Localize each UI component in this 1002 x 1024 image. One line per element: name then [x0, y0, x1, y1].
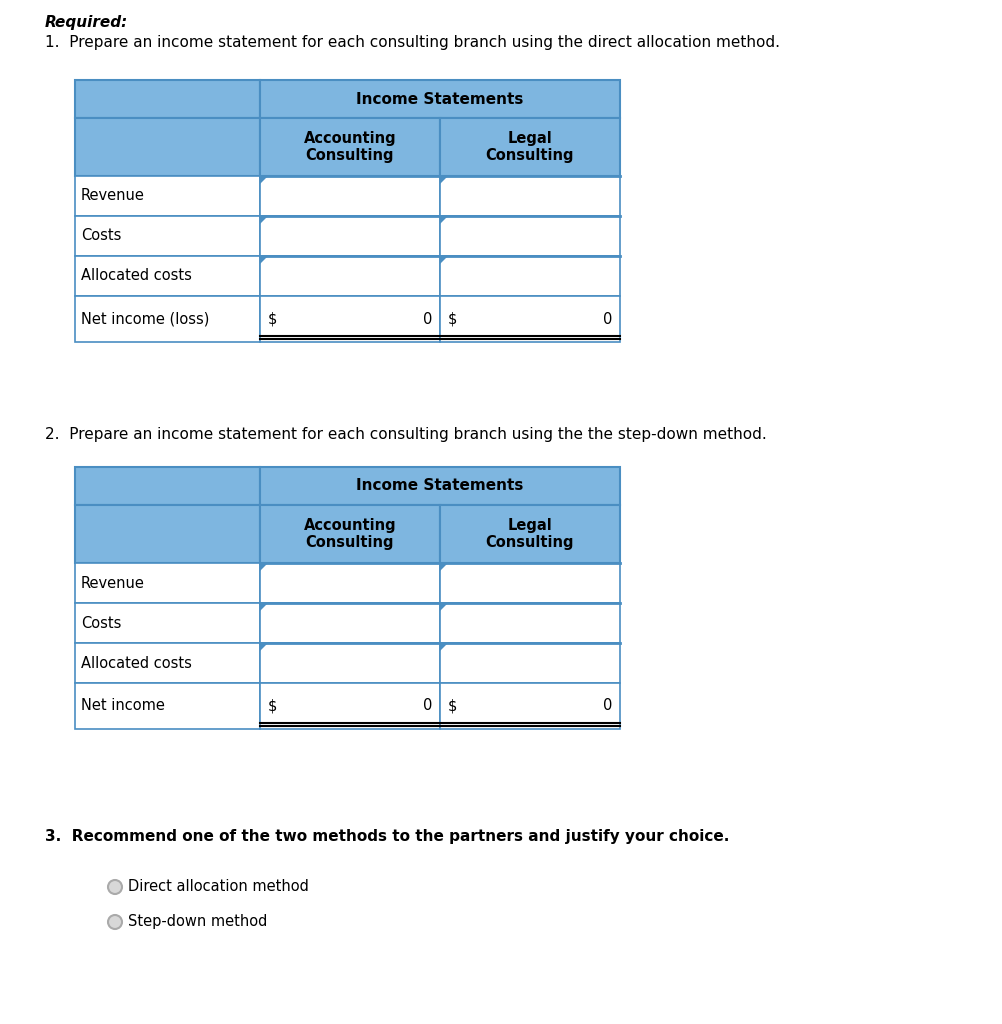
- Text: Net income: Net income: [81, 698, 165, 714]
- Bar: [260, 505, 440, 563]
- Text: 0: 0: [423, 698, 432, 714]
- Bar: [260, 603, 440, 643]
- Bar: [75, 80, 260, 118]
- Polygon shape: [440, 256, 448, 264]
- Text: Income Statements: Income Statements: [357, 478, 524, 494]
- Bar: [440, 603, 620, 643]
- Polygon shape: [440, 563, 448, 571]
- Bar: [75, 683, 260, 729]
- Polygon shape: [440, 176, 448, 184]
- Circle shape: [108, 880, 122, 894]
- Text: 0: 0: [602, 698, 612, 714]
- Bar: [260, 643, 440, 683]
- Circle shape: [108, 915, 122, 929]
- Text: Revenue: Revenue: [81, 575, 145, 591]
- Polygon shape: [440, 603, 448, 611]
- Bar: [75, 256, 260, 296]
- Bar: [440, 216, 620, 256]
- Bar: [440, 296, 620, 342]
- Polygon shape: [260, 563, 268, 571]
- Text: $: $: [268, 311, 278, 327]
- Text: 1.  Prepare an income statement for each consulting branch using the direct allo: 1. Prepare an income statement for each …: [45, 35, 780, 50]
- Text: 2.  Prepare an income statement for each consulting branch using the the step-do: 2. Prepare an income statement for each …: [45, 427, 767, 442]
- Polygon shape: [440, 643, 448, 651]
- Bar: [260, 563, 440, 603]
- Bar: [440, 256, 620, 296]
- Text: $: $: [268, 698, 278, 714]
- Polygon shape: [260, 216, 268, 224]
- Bar: [260, 80, 620, 118]
- Polygon shape: [260, 603, 268, 611]
- Text: Accounting
Consulting: Accounting Consulting: [304, 131, 397, 163]
- Bar: [440, 505, 620, 563]
- Text: 3.  Recommend one of the two methods to the partners and justify your choice.: 3. Recommend one of the two methods to t…: [45, 829, 729, 844]
- Text: Legal
Consulting: Legal Consulting: [486, 131, 574, 163]
- Polygon shape: [260, 643, 268, 651]
- Bar: [260, 118, 440, 176]
- Text: Income Statements: Income Statements: [357, 91, 524, 106]
- Bar: [75, 563, 260, 603]
- Text: Revenue: Revenue: [81, 188, 145, 204]
- Text: Legal
Consulting: Legal Consulting: [486, 518, 574, 550]
- Text: Accounting
Consulting: Accounting Consulting: [304, 518, 397, 550]
- Bar: [75, 176, 260, 216]
- Text: $: $: [448, 698, 457, 714]
- Bar: [260, 296, 440, 342]
- Text: 0: 0: [423, 311, 432, 327]
- Bar: [75, 603, 260, 643]
- Text: Step-down method: Step-down method: [128, 914, 268, 929]
- Text: $: $: [448, 311, 457, 327]
- Text: 0: 0: [602, 311, 612, 327]
- Bar: [260, 683, 440, 729]
- Bar: [440, 118, 620, 176]
- Bar: [260, 176, 440, 216]
- Bar: [75, 467, 260, 505]
- Bar: [75, 216, 260, 256]
- Bar: [75, 296, 260, 342]
- Bar: [75, 118, 260, 176]
- Bar: [260, 467, 620, 505]
- Text: Required:: Required:: [45, 15, 128, 30]
- Bar: [440, 643, 620, 683]
- Polygon shape: [440, 216, 448, 224]
- Text: Costs: Costs: [81, 228, 121, 244]
- Bar: [440, 176, 620, 216]
- Text: Direct allocation method: Direct allocation method: [128, 879, 309, 894]
- Text: Allocated costs: Allocated costs: [81, 268, 191, 284]
- Text: Costs: Costs: [81, 615, 121, 631]
- Bar: [75, 643, 260, 683]
- Polygon shape: [260, 176, 268, 184]
- Bar: [260, 216, 440, 256]
- Polygon shape: [260, 256, 268, 264]
- Bar: [440, 683, 620, 729]
- Text: Allocated costs: Allocated costs: [81, 655, 191, 671]
- Bar: [75, 505, 260, 563]
- Text: Net income (loss): Net income (loss): [81, 311, 209, 327]
- Bar: [440, 563, 620, 603]
- Bar: [260, 256, 440, 296]
